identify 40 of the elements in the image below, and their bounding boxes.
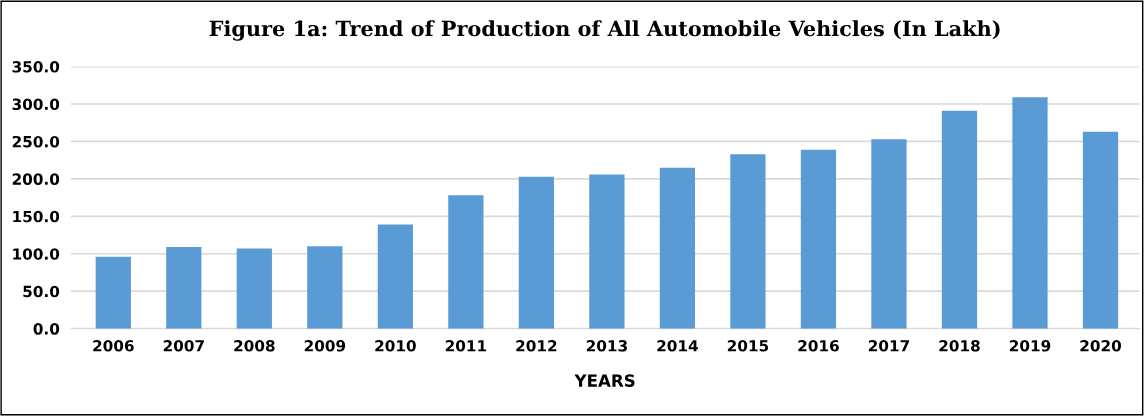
x-tick-label: 2018 [939, 340, 980, 352]
bar [307, 246, 343, 329]
y-tick-label: 200.0 [12, 173, 60, 185]
x-axis-title: YEARS [574, 374, 635, 387]
y-tick-label: 300.0 [12, 98, 60, 111]
y-tick-label: 100.0 [13, 248, 60, 260]
chart-title: Figure 1a: Trend of Production of All Automobile Vehicles (In Lakh) [209, 20, 1000, 41]
bar [1082, 131, 1119, 329]
bar [659, 167, 696, 329]
x-tick-label: 2019 [1009, 340, 1051, 352]
bar [236, 248, 272, 329]
x-tick-label: 2015 [727, 340, 769, 352]
y-tick-label: 150.0 [13, 210, 60, 223]
bar [448, 195, 484, 329]
bar [941, 110, 978, 329]
bar [1012, 97, 1048, 329]
x-tick-label: 2010 [375, 340, 416, 352]
x-tick-label: 2008 [234, 340, 275, 352]
bar [800, 149, 837, 329]
x-tick-label: 2014 [657, 340, 698, 352]
x-tick-label: 2016 [798, 340, 839, 352]
y-tick-label: 350.0 [12, 61, 60, 73]
x-tick-label: 2011 [445, 340, 487, 352]
bar [95, 256, 131, 329]
y-tick-label: 250.0 [12, 135, 60, 148]
x-tick-label: 2006 [93, 340, 134, 352]
x-tick-label: 2013 [586, 340, 627, 352]
x-tick-label: 2007 [163, 340, 204, 352]
x-tick-label: 2009 [304, 340, 346, 352]
y-tick-label: 50.0 [23, 285, 60, 298]
bar [518, 176, 555, 329]
bar [589, 174, 625, 329]
x-tick-label: 2020 [1080, 340, 1122, 352]
bar [871, 139, 907, 329]
x-tick-label: 2012 [516, 340, 557, 352]
bar [377, 224, 413, 329]
bar [166, 247, 202, 329]
x-tick-label: 2017 [868, 340, 909, 352]
bar [730, 154, 766, 329]
y-tick-label: 0.0 [33, 323, 60, 335]
